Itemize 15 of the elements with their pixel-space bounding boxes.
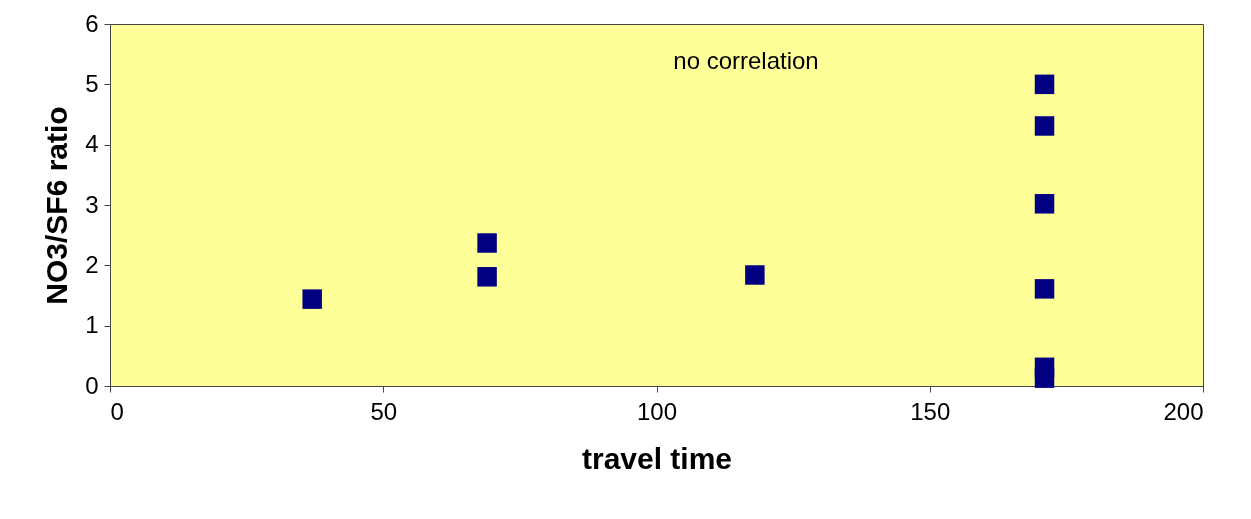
x-tick-label: 0: [110, 397, 124, 425]
x-tick-label: 150: [910, 397, 951, 425]
y-tick-label: 4: [85, 130, 99, 158]
x-tick-label: 200: [1163, 397, 1204, 425]
y-tick-label: 1: [85, 311, 99, 339]
y-tick-label: 6: [85, 9, 99, 37]
y-tick-label: 5: [85, 69, 99, 97]
y-tick-label: 2: [85, 250, 99, 278]
y-axis-title: NO3/SF6 ratio: [40, 106, 74, 305]
annotation: no correlation: [673, 47, 819, 74]
x-tick-label: 50: [370, 397, 398, 425]
y-tick-label: 3: [85, 190, 99, 218]
x-axis-title: travel time: [581, 441, 733, 475]
y-tick-label: 0: [85, 371, 99, 399]
x-tick-label: 100: [636, 397, 678, 425]
